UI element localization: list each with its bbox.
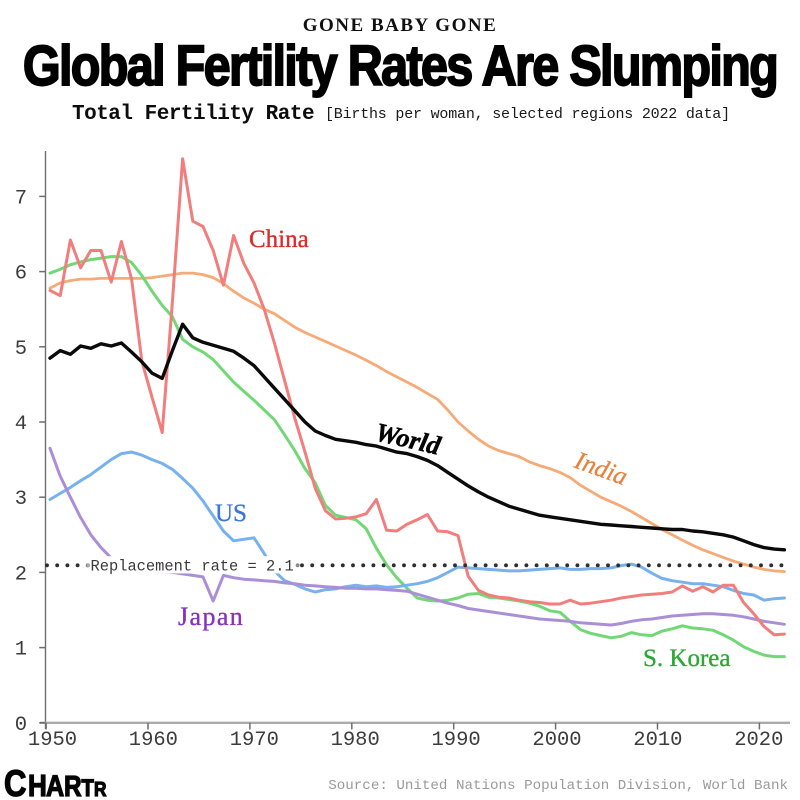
svg-text:Replacement rate = 2.1: Replacement rate = 2.1 bbox=[91, 558, 294, 576]
svg-text:1990: 1990 bbox=[431, 729, 480, 752]
svg-text:2000: 2000 bbox=[532, 729, 581, 752]
svg-text:C: C bbox=[4, 764, 26, 800]
svg-text:1980: 1980 bbox=[331, 729, 380, 752]
svg-text:China: China bbox=[249, 226, 309, 253]
svg-text:Global Fertility Rates Are Slu: Global Fertility Rates Are Slumping bbox=[23, 34, 777, 97]
svg-text:US: US bbox=[215, 500, 247, 527]
svg-text:[Births per woman, selected re: [Births per woman, selected regions 2022… bbox=[325, 106, 730, 123]
svg-text:1: 1 bbox=[15, 639, 27, 662]
svg-text:1970: 1970 bbox=[230, 729, 279, 752]
svg-text:Source: United Nations Populat: Source: United Nations Population Divisi… bbox=[328, 778, 788, 794]
svg-text:1960: 1960 bbox=[129, 729, 178, 752]
svg-text:2020: 2020 bbox=[734, 729, 783, 752]
svg-text:2010: 2010 bbox=[633, 729, 682, 752]
svg-text:7: 7 bbox=[15, 187, 27, 210]
svg-text:H: H bbox=[28, 769, 47, 800]
svg-text:3: 3 bbox=[15, 488, 27, 511]
svg-text:1950: 1950 bbox=[28, 729, 77, 752]
svg-text:R: R bbox=[94, 779, 107, 800]
svg-text:5: 5 bbox=[15, 338, 27, 361]
svg-text:R: R bbox=[64, 770, 82, 800]
svg-text:Japan: Japan bbox=[178, 602, 244, 631]
svg-text:Total Fertility Rate: Total Fertility Rate bbox=[72, 103, 314, 126]
svg-text:4: 4 bbox=[15, 413, 27, 436]
svg-text:T: T bbox=[82, 774, 95, 800]
svg-text:GONE BABY GONE: GONE BABY GONE bbox=[303, 15, 498, 36]
svg-text:S. Korea: S. Korea bbox=[643, 645, 730, 672]
svg-text:0: 0 bbox=[15, 714, 27, 737]
svg-text:2: 2 bbox=[15, 563, 27, 586]
svg-text:6: 6 bbox=[15, 263, 27, 286]
svg-text:A: A bbox=[46, 769, 64, 800]
